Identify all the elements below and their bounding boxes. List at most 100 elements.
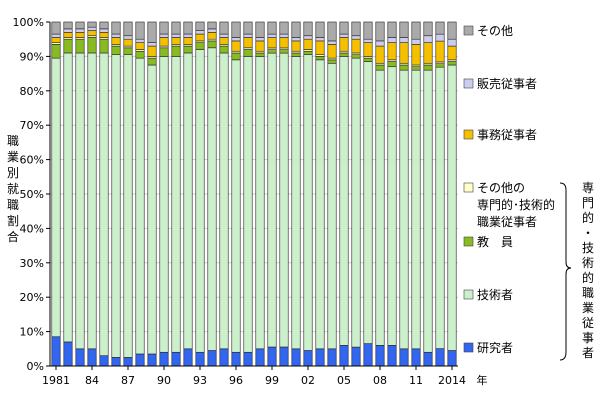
bar-segment-1995-0 <box>219 348 229 367</box>
bar-segment-1989-1 <box>147 64 157 355</box>
bar-segment-2002-2 <box>303 50 313 55</box>
bar-segment-1998-4 <box>255 40 265 52</box>
bar-segment-1982-0 <box>63 341 73 367</box>
bracket-label-char: 的 <box>582 270 594 285</box>
bar-segment-1981-2 <box>51 44 61 59</box>
x-tick-label: 93 <box>193 374 207 387</box>
bar-segment-1985-2 <box>99 38 109 54</box>
bar-segment-1986-2 <box>111 45 121 55</box>
bracket-label-char: 従 <box>582 316 594 330</box>
bar-segment-1981-1 <box>51 57 61 338</box>
bar-segment-2008-4 <box>375 45 385 64</box>
bar-segment-1994-0 <box>207 350 217 367</box>
bar-segment-2002-0 <box>303 350 313 367</box>
y-axis-label-char: 割 <box>7 213 19 228</box>
bar-segment-1985-1 <box>99 52 109 356</box>
bar-segment-2000-0 <box>279 346 289 367</box>
bar-segment-2003-1 <box>315 59 325 350</box>
bar-segment-1997-2 <box>243 49 253 57</box>
bar-segment-2008-1 <box>375 69 385 346</box>
bracket-label-char: 的 <box>582 210 594 225</box>
bar-segment-1987-0 <box>123 357 133 367</box>
bar-segment-2011-5 <box>411 38 421 45</box>
bar-segment-2004-4 <box>327 44 337 59</box>
bar-segment-2010-6 <box>399 21 409 38</box>
bar-segment-2005-5 <box>339 33 349 38</box>
y-axis-label-char: 合 <box>7 229 19 244</box>
y-tick-label: 100% <box>13 16 44 29</box>
bar-segment-1984-4 <box>87 30 97 37</box>
x-tick-label: 99 <box>265 374 279 387</box>
x-axis-unit: 年 <box>477 373 488 387</box>
bar-segment-1998-1 <box>255 56 265 350</box>
bar-segment-2003-4 <box>315 40 325 55</box>
bar-segment-2007-0 <box>363 343 373 367</box>
bar-segment-1995-4 <box>219 37 229 45</box>
bar-segment-1999-6 <box>267 21 277 35</box>
bar-segment-2010-2 <box>399 64 409 71</box>
y-axis-label-char: 別 <box>7 166 19 180</box>
bar-segment-2005-2 <box>339 52 349 57</box>
bracket-label-char: ・ <box>582 226 594 240</box>
bar-segment-1986-6 <box>111 21 121 35</box>
bar-segment-1996-1 <box>231 59 241 353</box>
bracket-label-char: 事 <box>582 331 594 345</box>
x-tick-label: 08 <box>373 374 387 387</box>
bar-segment-1985-5 <box>99 28 109 33</box>
bar-segment-1984-2 <box>87 37 97 54</box>
y-axis-ticks: 0% 10% 20% 30% 40% 50% 60% 70% 80% 90% 100% <box>13 16 50 373</box>
y-tick-label: 90% <box>20 50 44 63</box>
legend-swatch <box>463 25 474 36</box>
bar-segment-1994-2 <box>207 40 217 49</box>
bar-segment-1992-1 <box>183 52 193 350</box>
bar-segment-1982-6 <box>63 21 73 30</box>
legend-swatch <box>463 78 474 89</box>
y-tick-label: 70% <box>20 119 44 132</box>
bar-segment-2007-1 <box>363 61 373 344</box>
bar-segment-2006-0 <box>351 346 361 367</box>
bar-segment-2002-1 <box>303 54 313 351</box>
y-tick-label: 60% <box>20 154 44 167</box>
bar-segment-2006-5 <box>351 35 361 40</box>
x-tick-label: 90 <box>157 374 171 387</box>
bar-segment-2013-0 <box>435 348 445 367</box>
bar-segment-1991-4 <box>171 37 181 45</box>
bar-segment-2010-5 <box>399 37 409 43</box>
bar-segment-1987-1 <box>123 54 133 358</box>
bar-segment-2006-6 <box>351 21 361 37</box>
legend-swatch <box>463 236 474 247</box>
bar-segment-1997-5 <box>243 33 253 38</box>
x-tick-label: 2014 <box>438 374 466 387</box>
legend-label: 職業従事者 <box>477 215 537 229</box>
bracket-label-char: 術 <box>582 256 594 270</box>
bar-segment-2007-2 <box>363 57 373 62</box>
bar-segment-1986-4 <box>111 37 121 45</box>
bar-segment-1992-6 <box>183 21 193 35</box>
bar-segment-1988-4 <box>135 42 145 50</box>
bar-segment-1993-4 <box>195 33 205 42</box>
bar-segment-2009-2 <box>387 61 397 68</box>
bar-segment-2004-5 <box>327 40 337 45</box>
bar-segment-2009-1 <box>387 66 397 346</box>
legend-label: 教 員 <box>477 234 513 249</box>
bar-segment-2008-6 <box>375 21 385 42</box>
bar-segment-2009-0 <box>387 345 397 367</box>
bar-segment-2012-6 <box>423 21 433 37</box>
legend-label: その他の <box>477 181 525 195</box>
bracket-label-char: 専 <box>582 181 594 195</box>
bracket-label-char: 者 <box>582 346 594 360</box>
bar-segment-1995-1 <box>219 52 229 350</box>
bar-segment-2004-2 <box>327 59 337 64</box>
x-tick-label: 1981 <box>42 374 70 387</box>
bar-segment-1991-5 <box>171 33 181 38</box>
legend-swatch <box>463 289 474 300</box>
bar-segment-1999-4 <box>267 37 277 49</box>
bar-segment-2010-4 <box>399 42 409 64</box>
bar-segment-2014-4 <box>447 45 457 61</box>
bar-segment-2005-0 <box>339 345 349 367</box>
y-axis-label-char: 業 <box>7 150 19 164</box>
bar-segment-1994-6 <box>207 21 217 30</box>
